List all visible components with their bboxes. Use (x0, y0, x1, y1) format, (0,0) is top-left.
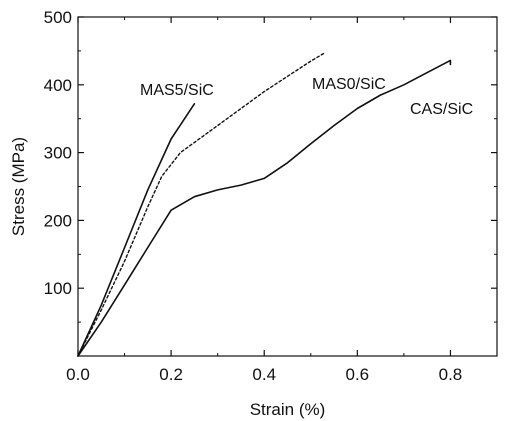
x-tick-label: 0.4 (252, 365, 276, 384)
y-axis-label: Stress (MPa) (9, 137, 28, 236)
series-line-mas5-sic (77, 103, 196, 357)
axes-layer (77, 16, 498, 357)
labels-layer: 0.0 0.2 0.4 0.6 0.8 100 200 300 400 500 Strain (%)… (9, 8, 473, 419)
series-line-mas0-sic (77, 52, 326, 357)
y-tick-label: 500 (44, 8, 72, 27)
series-label-mas0-sic: MAS0/SiC (312, 76, 386, 93)
series-layer (77, 52, 452, 357)
x-tick-label: 0.6 (346, 365, 370, 384)
x-tick-label: 0.2 (159, 365, 183, 384)
series-label-cas-sic: CAS/SiC (410, 101, 473, 118)
y-tick-label: 300 (44, 144, 72, 163)
x-tick-label: 0.0 (66, 365, 90, 384)
y-tick-label: 100 (44, 279, 72, 298)
series-line-cas-sic (77, 59, 452, 357)
y-tick-label: 400 (44, 76, 72, 95)
x-axis-label: Strain (%) (250, 400, 326, 419)
series-label-mas5-sic: MAS5/SiC (140, 82, 214, 99)
x-tick-label: 0.8 (439, 365, 463, 384)
y-tick-label: 200 (44, 211, 72, 230)
